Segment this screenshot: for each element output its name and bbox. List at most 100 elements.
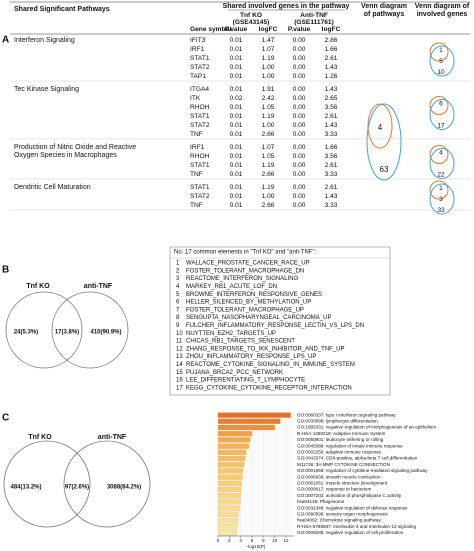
common-list-item: SENGUPTA_NASOPHARYNGEAL_CARCINOMA_UP bbox=[186, 315, 331, 321]
gene-stat: 0.01 bbox=[230, 55, 243, 62]
pathway-name: Oxygen Species in Macrophages bbox=[14, 152, 117, 159]
gene-stat: 2.66 bbox=[262, 131, 275, 138]
venn-region-label: 24(5.3%) bbox=[14, 330, 38, 336]
venn-gene-count: 10 bbox=[437, 69, 445, 76]
venn-gene-count: 3 bbox=[439, 196, 443, 203]
bar bbox=[217, 418, 281, 424]
common-list-number: 15 bbox=[176, 370, 183, 376]
bar bbox=[217, 524, 238, 530]
gene-stat: 0.00 bbox=[293, 37, 306, 44]
common-list-number: 14 bbox=[176, 362, 183, 368]
venn-set-label: Tnf KO bbox=[26, 283, 50, 290]
gene-stat: 2.61 bbox=[325, 113, 338, 120]
venn-region-label: 410(90.9%) bbox=[90, 330, 121, 336]
bar bbox=[217, 412, 291, 418]
venn-header: Venn diagram bbox=[361, 3, 407, 10]
gene-stat: 0.01 bbox=[230, 193, 243, 200]
gene-symbol: IRF1 bbox=[190, 144, 205, 151]
y-tick-label: GO:0007202: activation of phospholipase … bbox=[297, 493, 402, 498]
x-tick-label: 0 bbox=[217, 538, 220, 543]
gene-stat: 2.65 bbox=[325, 95, 338, 102]
bar bbox=[217, 431, 253, 437]
venn-gene-count: 4 bbox=[439, 149, 443, 156]
gene-stat: 1.00 bbox=[262, 73, 275, 80]
table-title: Shared Significant Pathways bbox=[14, 6, 110, 13]
common-list-number: 11 bbox=[176, 339, 183, 345]
gene-stat: 0.00 bbox=[293, 184, 306, 191]
column-header: logFC bbox=[259, 26, 278, 33]
venn-region-label: 3088(84.2%) bbox=[107, 485, 141, 491]
venn-pathway-count: 4 bbox=[378, 123, 383, 132]
gene-stat: 2.61 bbox=[325, 55, 338, 62]
common-list-item: REACTOME_INTERFERON_SIGNALING bbox=[186, 276, 299, 282]
gene-stat: 3.33 bbox=[325, 131, 338, 138]
common-list-number: 16 bbox=[176, 378, 183, 384]
x-tick-label: 4 bbox=[239, 538, 242, 543]
gene-stat: 0.00 bbox=[293, 122, 306, 129]
gene-stat: 2.66 bbox=[262, 202, 275, 209]
common-list-box bbox=[169, 246, 391, 396]
venn-gene-circle bbox=[429, 96, 449, 115]
gene-stat: 0.00 bbox=[293, 144, 306, 151]
gene-stat: 2.86 bbox=[325, 37, 338, 44]
gene-stat: 0.00 bbox=[293, 64, 306, 71]
venn-circle bbox=[5, 291, 83, 369]
genes-header: Shared involved genes in the pathway bbox=[223, 3, 350, 10]
venn-gene-circle bbox=[429, 145, 449, 164]
gene-symbol: IRF1 bbox=[190, 46, 205, 53]
y-tick-label: GO:0031348: negative regulation of defen… bbox=[297, 505, 408, 510]
gene-stat: 1.19 bbox=[262, 55, 275, 62]
gene-symbol: STAT1 bbox=[190, 162, 210, 169]
x-tick-label: 12 bbox=[284, 538, 290, 543]
common-list-item: PUJANA_BRCA2_PCC_NETWORK bbox=[186, 370, 283, 376]
y-tick-label: GO:0090596: sensory organ morphogenesis bbox=[297, 512, 388, 517]
gene-symbol: STAT1 bbox=[190, 113, 210, 120]
gene-stat: 0.01 bbox=[230, 171, 243, 178]
gene-stat: 0.00 bbox=[293, 153, 306, 160]
venn-region-label: 97(2.6%) bbox=[65, 485, 89, 491]
venn-gene-circle bbox=[429, 42, 449, 62]
gene-stat: 0.01 bbox=[230, 184, 243, 191]
common-list-number: 10 bbox=[176, 331, 183, 337]
bar bbox=[217, 437, 251, 443]
gene-stat: 0.01 bbox=[230, 113, 243, 120]
common-list-item: FULCHER_INFLAMMATORY_RESPONSE_LECTIN_VS_… bbox=[186, 323, 364, 329]
bar bbox=[217, 455, 246, 462]
venn-gene-circle bbox=[429, 99, 455, 130]
gene-stat: 1.47 bbox=[262, 37, 275, 44]
gene-stat: 1.05 bbox=[262, 104, 275, 111]
venn-gene-circle bbox=[429, 183, 455, 215]
gene-stat: 1.07 bbox=[262, 46, 275, 53]
gene-stat: 0.00 bbox=[293, 171, 306, 178]
gene-stat: 0.02 bbox=[230, 95, 243, 102]
gene-stat: 0.01 bbox=[230, 64, 243, 71]
gene-stat: 0.00 bbox=[293, 86, 306, 93]
common-list-item: FOSTER_TOLERANT_MACROPHAGE_DN bbox=[186, 268, 304, 274]
venn-gene-count: 1 bbox=[439, 47, 443, 54]
gene-symbol: ITK bbox=[190, 95, 201, 102]
gene-stat: 1.66 bbox=[325, 144, 338, 151]
venn-gene-circle bbox=[429, 45, 455, 77]
common-list-item: BROWNE_INTERFERON_RESPONSIVE_GENES bbox=[186, 292, 322, 298]
gene-stat: 0.00 bbox=[293, 104, 306, 111]
y-tick-label: GO:0001959: regulation of cytokine-media… bbox=[297, 468, 428, 473]
y-tick-label: GO:0061061: muscle structure development bbox=[297, 481, 388, 486]
gene-symbol: TAP1 bbox=[190, 73, 206, 80]
gene-stat: 0.01 bbox=[230, 122, 243, 129]
common-list-item: CHICAS_RB1_TARGETS_SENESCENT bbox=[186, 339, 295, 345]
bar bbox=[217, 511, 239, 517]
gene-stat: 1.43 bbox=[325, 122, 338, 129]
column-header: Gene symbol bbox=[190, 26, 232, 33]
pathway-name: Dendritic Cell Maturation bbox=[14, 184, 91, 191]
gene-symbol: RHOH bbox=[190, 153, 210, 160]
venn-header: Venn diagram of bbox=[415, 3, 470, 10]
gene-symbol: ITGA4 bbox=[190, 86, 209, 93]
gene-stat: 0.00 bbox=[293, 131, 306, 138]
common-list-item: WALLACE_PROSTATE_CANCER_RACE_UP bbox=[186, 261, 310, 267]
bar bbox=[217, 499, 241, 505]
venn-set-label: Tnf KO bbox=[28, 434, 52, 441]
common-list-number: 8 bbox=[176, 315, 180, 321]
gene-stat: 0.00 bbox=[293, 162, 306, 169]
common-list-item: MARKEY_RB1_ACUTE_LOF_DN bbox=[186, 284, 277, 290]
bar bbox=[217, 493, 241, 499]
